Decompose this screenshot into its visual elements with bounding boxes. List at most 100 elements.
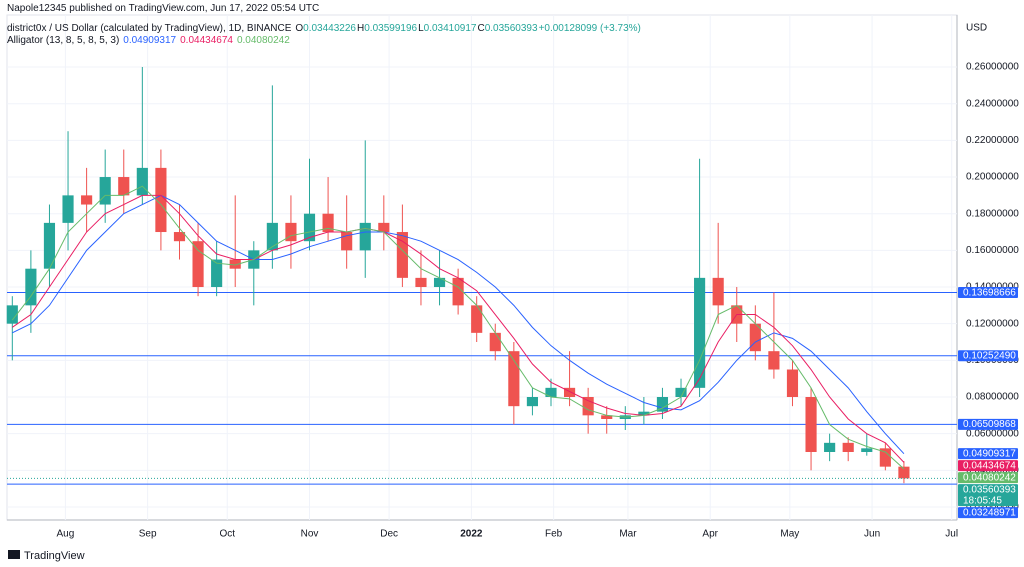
price-tag-label: 0.03560393 xyxy=(963,484,1016,495)
price-tag-bg xyxy=(958,472,1018,484)
logo-icon xyxy=(8,550,20,559)
candle-body xyxy=(824,442,836,452)
brand: TradingView xyxy=(24,550,85,562)
price-tag-label: 0.13698666 xyxy=(963,287,1016,298)
price-tag-label: 0.04080242 xyxy=(963,472,1016,483)
x-tick-label: Nov xyxy=(301,529,319,540)
y-tick-label: 0.08000000 xyxy=(966,392,1019,403)
y-tick-label: 0.20000000 xyxy=(966,172,1019,183)
y-tick-label: 0.18000000 xyxy=(966,208,1019,219)
y-tick-label: 0.26000000 xyxy=(966,62,1019,73)
indicator-value: 0.04909317 xyxy=(123,35,177,46)
price-tag: 0.13698666 xyxy=(958,287,1018,298)
x-tick-label: Aug xyxy=(56,529,74,540)
candle-body xyxy=(43,222,56,269)
candle-body xyxy=(452,277,464,306)
candle-body xyxy=(842,442,854,452)
indicator-legend: Alligator (13, 8, 5, 8, 5, 3) 0.04909317 0… xyxy=(7,35,294,46)
candle-body xyxy=(712,277,724,306)
price-tag-bg xyxy=(958,287,1018,299)
ohlc-value: 0.03560393 xyxy=(484,23,538,34)
x-tick-label: 2022 xyxy=(460,529,483,540)
candle-body xyxy=(285,222,297,242)
candle-body xyxy=(415,277,427,288)
ohlc-key: O xyxy=(295,23,304,34)
x-tick-label: Sep xyxy=(139,529,157,540)
candle-body xyxy=(656,397,669,412)
price-tag: 0.03248971 xyxy=(958,507,1018,518)
candle-body xyxy=(749,323,761,352)
candle-body xyxy=(359,222,371,251)
price-tag-bg xyxy=(958,448,1018,460)
candle-body xyxy=(861,448,873,452)
ohlc-key: L xyxy=(418,23,424,34)
published-line: Napole12345 published on TradingView.com… xyxy=(7,3,323,14)
candle-body xyxy=(341,232,353,251)
axis-unit: USD xyxy=(966,23,987,34)
candle-body xyxy=(322,213,334,233)
candle-body xyxy=(173,232,186,242)
candle-body xyxy=(898,466,910,479)
symbol-legend: district0x / US Dollar (calculated by Tr… xyxy=(7,23,645,34)
candle-body xyxy=(582,397,594,416)
candle-body xyxy=(81,195,93,205)
price-tag: 0.04434674 xyxy=(958,460,1018,471)
candle-body xyxy=(211,259,223,288)
candle-body xyxy=(136,167,148,196)
price-tag-label: 0.10252490 xyxy=(963,351,1016,362)
candle-body xyxy=(229,259,241,269)
ohlc-value: 0.03599196 xyxy=(364,23,418,34)
symbol-title: district0x / US Dollar (calculated by Tr… xyxy=(7,23,292,34)
candle-body xyxy=(638,411,650,416)
candle-body xyxy=(508,351,520,407)
candle-body xyxy=(6,305,18,324)
candle-body xyxy=(879,448,891,467)
candle-body xyxy=(563,387,576,398)
y-tick-label: 0.24000000 xyxy=(966,98,1019,109)
alligator-line xyxy=(11,185,905,470)
ohlc-key: C xyxy=(477,23,485,34)
candle-body xyxy=(545,387,557,398)
price-tag-label: 0.06509868 xyxy=(963,419,1016,430)
candle-body xyxy=(694,277,706,388)
change: +0.00128099 (+3.73%) xyxy=(538,23,641,34)
candle-body xyxy=(118,177,130,196)
candle-body xyxy=(192,241,204,288)
candle-body xyxy=(266,222,278,251)
candle-body xyxy=(601,415,613,419)
y-tick-label: 0.02000000 xyxy=(966,502,1019,513)
price-tag-bg xyxy=(958,418,1018,430)
ohlc-value: 0.03443226 xyxy=(303,23,356,34)
x-tick-label: Jul xyxy=(945,529,958,540)
ohlc-value: 0.03410917 xyxy=(423,23,477,34)
y-tick-label: 0.16000000 xyxy=(966,245,1019,256)
price-tag-bg xyxy=(958,460,1018,472)
candle-body xyxy=(489,332,501,352)
x-tick-label: Feb xyxy=(545,529,563,540)
candle-body xyxy=(25,268,37,306)
indicator-value: 0.04080242 xyxy=(236,35,290,46)
candle-body xyxy=(526,397,538,407)
candle-body xyxy=(303,213,316,242)
price-tag-bg xyxy=(958,484,1018,507)
price-tag: 0.04080242 xyxy=(958,472,1018,483)
y-tick-label: 0.12000000 xyxy=(966,318,1019,329)
y-tick-label: 0.22000000 xyxy=(966,135,1019,146)
price-tag: 0.10252490 xyxy=(958,350,1018,362)
candle-body xyxy=(433,277,446,288)
y-tick-label: 0.06000000 xyxy=(966,428,1019,439)
price-tag-label: 0.03248971 xyxy=(963,507,1016,518)
candle-body xyxy=(786,369,799,398)
countdown: 18:05:45 xyxy=(963,495,1002,506)
x-tick-label: Jun xyxy=(864,529,880,540)
candle-body xyxy=(396,232,408,278)
candle-body xyxy=(378,222,390,233)
ohlc-key: H xyxy=(357,23,365,34)
price-tag: 0.06509868 xyxy=(958,418,1018,430)
price-tag-bg xyxy=(958,350,1018,362)
candle-body xyxy=(768,351,780,370)
candle-body xyxy=(155,167,167,233)
